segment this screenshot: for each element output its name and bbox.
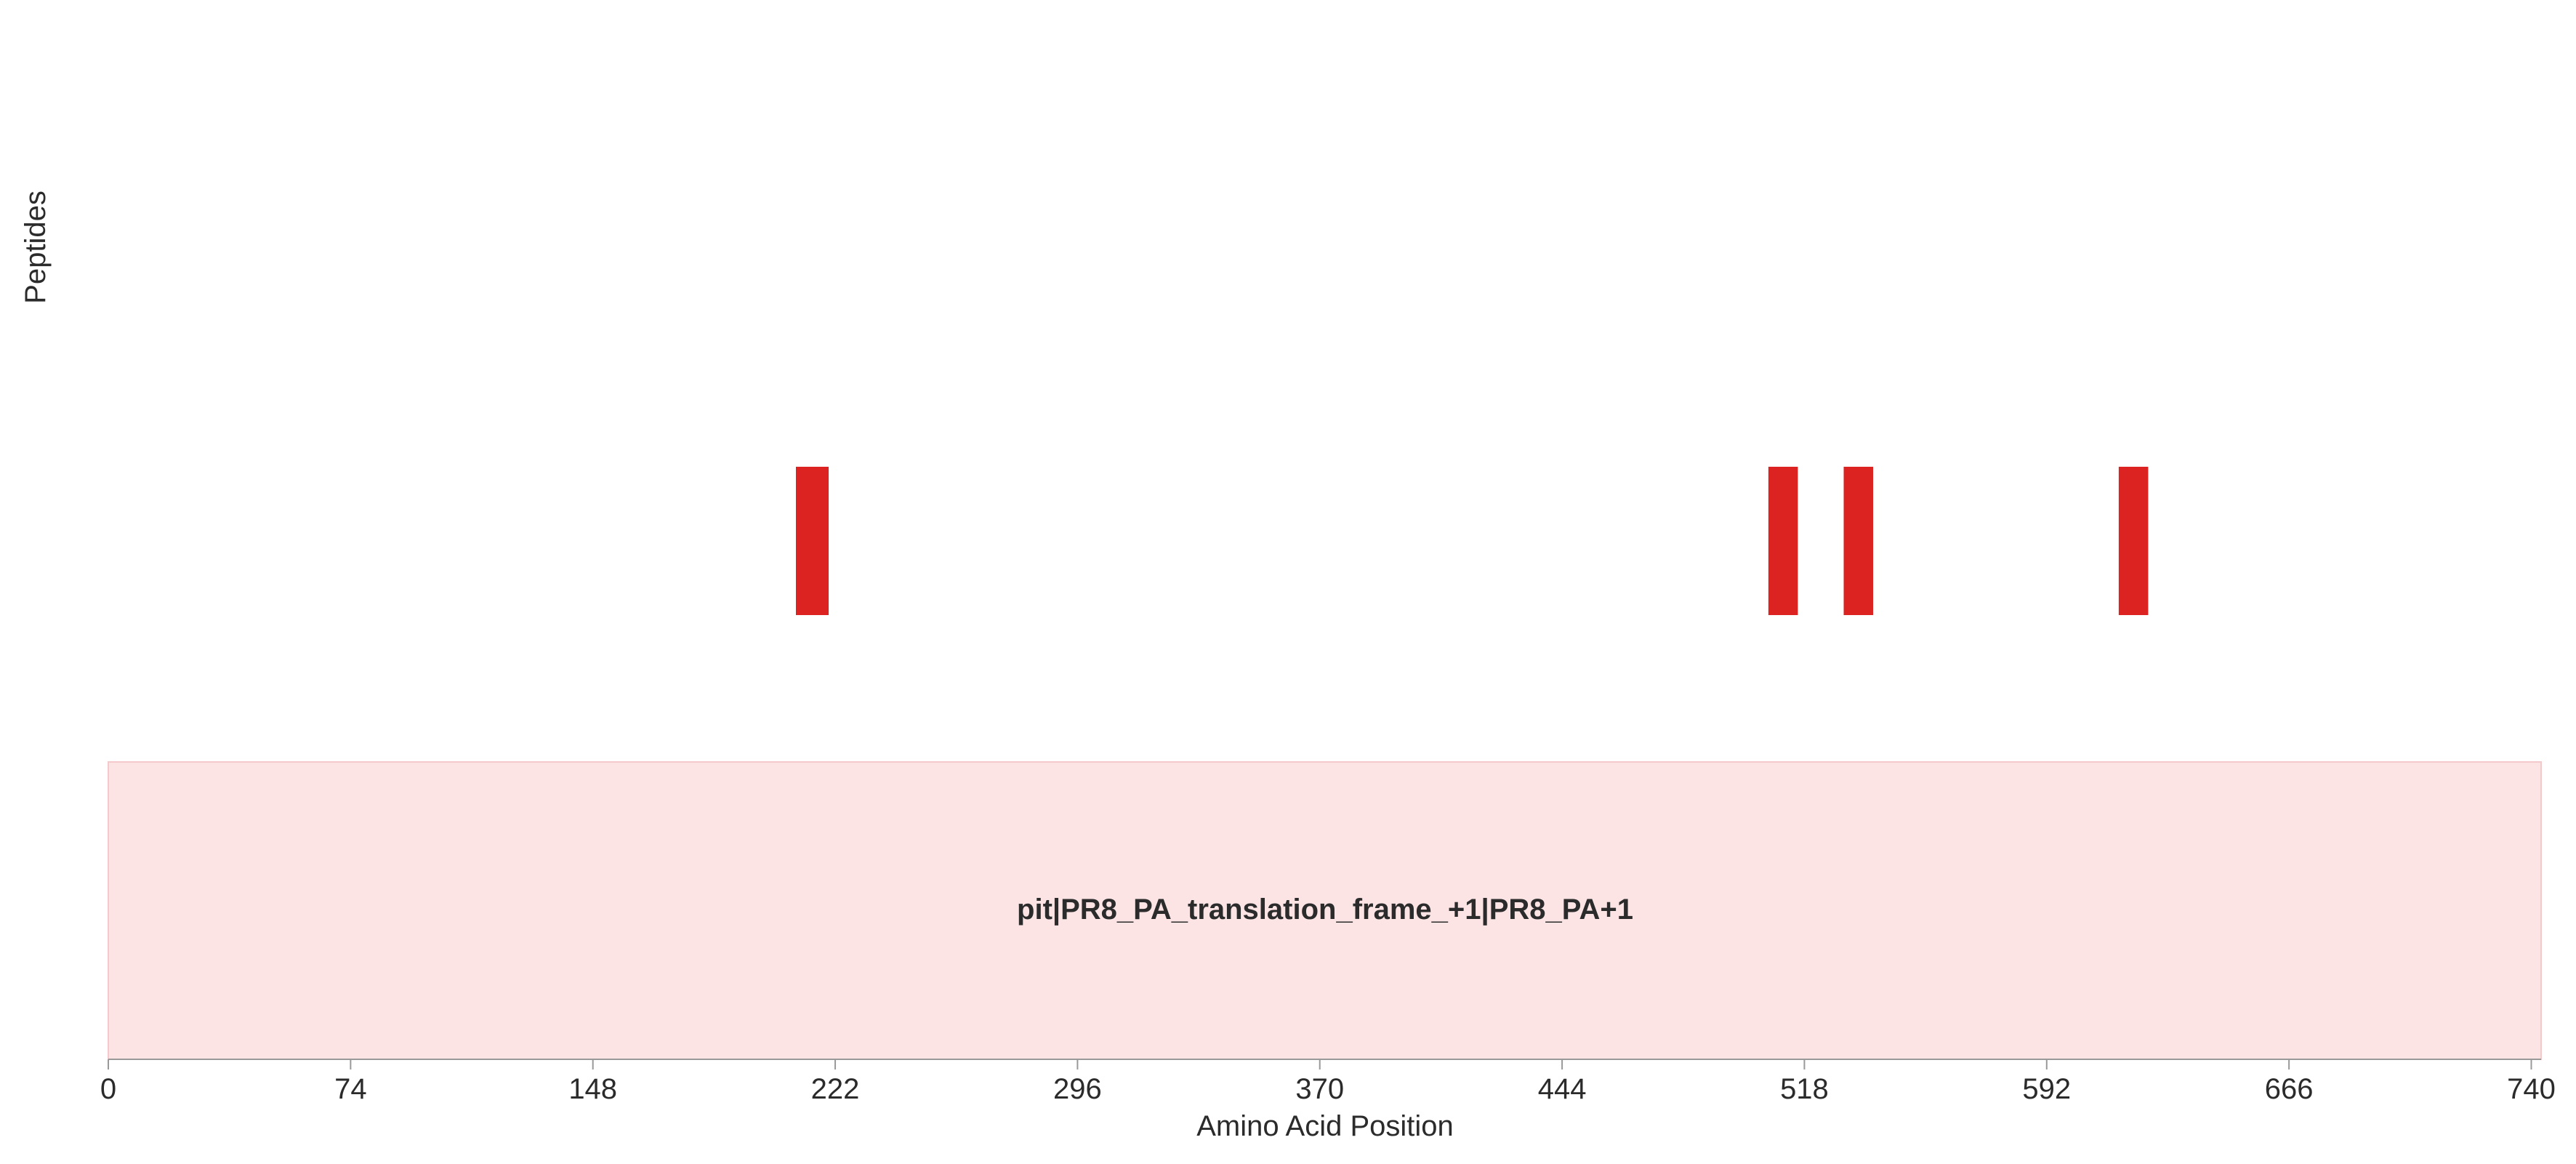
peptide-bar bbox=[1768, 467, 1798, 615]
peptide-bar bbox=[795, 467, 829, 615]
x-axis-label: Amino Acid Position bbox=[1196, 1110, 1454, 1142]
x-tick-label: 222 bbox=[811, 1073, 860, 1105]
x-tick-label: 148 bbox=[568, 1073, 617, 1105]
x-tick-label: 592 bbox=[2022, 1073, 2071, 1105]
y-axis-label: Peptides bbox=[20, 190, 52, 304]
x-tick-label: 370 bbox=[1295, 1073, 1344, 1105]
protein-bar bbox=[108, 761, 2542, 1060]
x-axis-ticks: 0 74 148 222 296 370 444 518 592 666 740 bbox=[100, 1059, 2556, 1105]
peptide-bar bbox=[1843, 467, 1874, 615]
x-tick-label: 74 bbox=[334, 1073, 367, 1105]
peptide-bar bbox=[2118, 467, 2149, 615]
x-tick-label: 518 bbox=[1780, 1073, 1829, 1105]
peptide-layer bbox=[795, 467, 2149, 615]
x-tick-label: 444 bbox=[1538, 1073, 1587, 1105]
x-tick-label: 0 bbox=[100, 1073, 116, 1105]
x-tick-label: 740 bbox=[2507, 1073, 2556, 1105]
x-tick-label: 666 bbox=[2265, 1073, 2314, 1105]
x-tick-label: 296 bbox=[1053, 1073, 1102, 1105]
protein-label: pit|PR8_PA_translation_frame_+1|PR8_PA+1 bbox=[1017, 894, 1633, 926]
